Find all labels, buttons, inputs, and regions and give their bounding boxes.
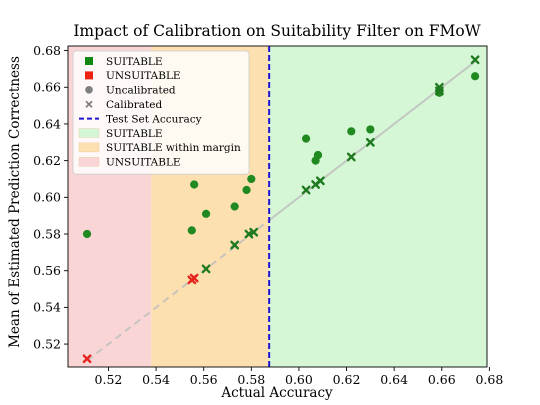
y-tick-label: 0.66 (33, 80, 61, 95)
calibrated-point-2 (189, 273, 199, 283)
legend-label: Calibrated (106, 99, 162, 111)
points-layer (82, 55, 480, 364)
legend-entry: Uncalibrated (85, 85, 176, 97)
legend-square-icon (85, 57, 93, 65)
x-tick-label: 0.68 (475, 372, 503, 387)
legend-label: SUITABLE within margin (106, 142, 241, 154)
calibrated-point-stroke-b (82, 354, 92, 364)
legend-label: SUITABLE (106, 56, 163, 68)
legend-entry: SUITABLE within margin (78, 142, 241, 154)
y-tick-label: 0.54 (33, 300, 61, 315)
y-tick-label: 0.64 (33, 116, 61, 131)
legend-circle-icon (85, 86, 93, 94)
calibrated-point-stroke-b (315, 176, 325, 186)
x-axis-label: Actual Accuracy (220, 385, 333, 401)
calibrated-point-stroke-b (189, 273, 199, 283)
calibrated-point-stroke-b (201, 264, 211, 274)
legend-entry: UNSUITABLE (78, 157, 181, 169)
calibrated-point-stroke-b (301, 185, 311, 195)
y-tick-label: 0.60 (33, 190, 61, 205)
calibrated-point-9 (315, 176, 325, 186)
calibrated-point-stroke-b (346, 152, 356, 162)
calibrated-point-13 (434, 82, 444, 92)
x-tick-label: 0.62 (333, 372, 361, 387)
calibrated-point-3 (201, 264, 211, 274)
legend-label: UNSUITABLE (106, 157, 181, 169)
x-tick-label: 0.64 (380, 372, 408, 387)
calibrated-point-4 (230, 240, 240, 250)
y-ticks: 0.52 0.54 0.56 0.58 0.60 0.62 0.64 0.66 0.68 (33, 43, 68, 351)
calibrated-point-stroke-b (230, 240, 240, 250)
legend-label: SUITABLE (106, 128, 163, 140)
legend-entry: Test Set Accuracy (79, 113, 202, 125)
uncalibrated-point-11 (347, 127, 356, 136)
x-tick-label: 0.56 (190, 372, 218, 387)
y-axis-label: Mean of Estimated Prediction Correctness (7, 56, 23, 348)
calibrated-point-stroke-b (244, 229, 254, 239)
uncalibrated-point-4 (230, 202, 239, 211)
uncalibrated-point-15 (470, 72, 480, 81)
legend-label: Test Set Accuracy (106, 113, 202, 125)
legend-square-icon (85, 71, 93, 80)
calibrated-point-14 (470, 55, 480, 65)
y-tick-label: 0.56 (33, 263, 61, 278)
uncalibrated-point-7 (301, 134, 311, 143)
region-suitable (269, 46, 487, 367)
x-tick-label: 0.54 (142, 372, 170, 387)
x-ticks: 0.52 0.54 0.56 0.58 0.60 0.62 0.64 0.66 0.68 (95, 367, 503, 387)
uncalibrated-point-0 (82, 229, 92, 239)
calibrated-point-stroke-b (470, 55, 480, 65)
legend-entry: UNSUITABLE (85, 70, 181, 82)
y-tick-label: 0.62 (33, 153, 61, 168)
calibrated-point-stroke-b (434, 82, 444, 92)
diagonal-dashed-line (86, 219, 270, 362)
uncalibrated-point-12 (366, 125, 375, 134)
calibrated-point-10 (346, 152, 356, 162)
plot-frame (67, 45, 488, 368)
uncalibrated-point-5 (242, 185, 251, 195)
chart-title: Impact of Calibration on Suitability Fil… (73, 22, 480, 40)
x-tick-label: 0.66 (428, 372, 456, 387)
legend-entry: SUITABLE (85, 56, 163, 68)
y-tick-label: 0.58 (33, 226, 61, 241)
calibrated-point-7 (301, 185, 311, 195)
legend-label: Uncalibrated (106, 85, 176, 97)
legend-patch-icon (78, 142, 100, 153)
legend-patch-icon (78, 157, 100, 167)
x-tick-label: 0.60 (285, 372, 313, 387)
uncalibrated-point-1 (187, 226, 196, 235)
x-tick-label: 0.58 (237, 372, 265, 387)
y-tick-label: 0.52 (33, 336, 61, 351)
calibrated-point-11 (365, 137, 375, 147)
legend-entry: Calibrated (85, 99, 162, 111)
legend-cross-icon (85, 100, 93, 108)
legend-label: UNSUITABLE (106, 70, 181, 82)
legend-entry: SUITABLE (78, 128, 163, 140)
uncalibrated-point-6 (247, 174, 256, 184)
calibrated-point-6 (249, 227, 259, 237)
legend: SUITABLE UNSUITABLE Uncalibrated Calibrated… (72, 50, 250, 175)
calibrated-point-0 (82, 354, 92, 364)
uncalibrated-point-10 (313, 151, 323, 160)
x-tick-label: 0.52 (95, 372, 123, 387)
calibrated-point-stroke-b (249, 227, 259, 237)
uncalibrated-point-3 (201, 209, 211, 218)
calibrated-point-stroke-b (365, 137, 375, 147)
legend-box (72, 50, 250, 175)
legend-patch-icon (78, 128, 100, 138)
uncalibrated-point-2 (190, 180, 199, 189)
y-tick-label: 0.68 (33, 43, 61, 58)
